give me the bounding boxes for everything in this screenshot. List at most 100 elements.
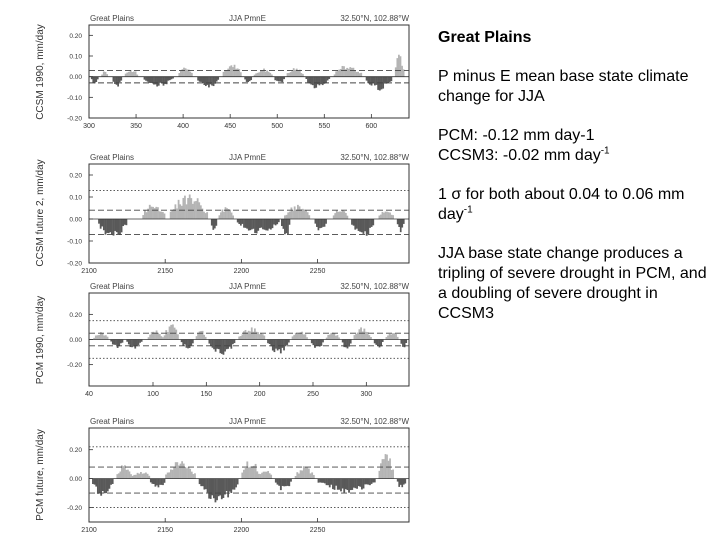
wet-bar (228, 66, 231, 77)
y-axis-label: PCM future, mm/day (35, 429, 46, 521)
wet-bar (142, 215, 145, 219)
dry-bar (352, 219, 355, 226)
dry-bar (367, 478, 370, 485)
wet-bar (143, 210, 146, 219)
dry-bar (143, 76, 146, 80)
wet-bar (358, 73, 361, 77)
wet-bar (181, 461, 184, 479)
dry-bar (357, 478, 360, 487)
dry-bar (252, 219, 255, 229)
wet-bar (136, 472, 139, 479)
wet-bar (390, 470, 393, 479)
notes-conclusion: JJA base state change produces a triplin… (438, 245, 707, 322)
wet-bar (389, 458, 391, 479)
dry-bar (164, 76, 166, 84)
wet-bar (307, 468, 310, 479)
x-tick-label: 500 (271, 123, 283, 130)
dry-bar (204, 76, 207, 87)
dry-bar (373, 76, 376, 86)
wet-bar (196, 198, 199, 219)
dry-bar (243, 219, 245, 228)
wet-bar (189, 71, 192, 77)
dry-bar (112, 76, 115, 82)
dry-bar (336, 478, 339, 490)
ccsm-change-exponent: -1 (600, 145, 610, 157)
dry-bar (161, 76, 163, 84)
wet-bar (258, 334, 261, 340)
wet-bar (193, 201, 196, 219)
dry-bar (159, 76, 162, 83)
dry-bar (114, 76, 116, 84)
wet-bar (345, 213, 347, 219)
dry-bar (349, 339, 352, 344)
wet-bar (398, 54, 400, 77)
dry-bar (281, 76, 284, 83)
dry-bar (372, 76, 375, 84)
wet-bar (121, 465, 123, 479)
wet-bar (344, 69, 347, 77)
dry-bar (398, 478, 401, 487)
dry-bar (289, 478, 292, 482)
dry-bar (227, 339, 230, 349)
wet-bar (291, 71, 294, 77)
dry-bar (284, 339, 287, 347)
wet-bar (188, 194, 191, 219)
wet-bar (243, 331, 245, 340)
wet-bar (254, 463, 257, 479)
panel-location: 32.50°N, 102.88°W (340, 282, 409, 291)
plot-frame (88, 163, 410, 264)
dry-bar (216, 339, 219, 349)
wet-bar (190, 471, 193, 479)
dry-bar (200, 76, 203, 82)
wet-bar (94, 335, 97, 340)
wet-bar (235, 68, 237, 77)
wet-bar (247, 330, 250, 340)
wet-bar (249, 466, 252, 479)
notes-change-values: PCM: -0.12 mm day-1 CCSM3: -0.02 mm day-… (438, 126, 713, 166)
wet-bar (103, 335, 106, 340)
wet-bar (145, 212, 148, 219)
wet-bar (284, 215, 286, 219)
dry-bar (310, 76, 313, 85)
dry-bar (93, 76, 96, 84)
dry-bar (317, 219, 320, 231)
dry-bar (372, 478, 375, 483)
dry-bar (163, 478, 166, 483)
wet-bar (341, 210, 344, 219)
dry-bar (208, 76, 210, 88)
wet-bar (258, 72, 261, 77)
dry-bar (112, 219, 115, 236)
dry-bar (283, 478, 286, 487)
dry-bar (402, 219, 405, 224)
panel-3: Great Plains JJA PmnE 32.50°N, 102.88°W PCM… (35, 282, 410, 398)
dry-bar (277, 76, 280, 82)
wet-bar (154, 332, 156, 340)
wet-bar (259, 70, 262, 77)
dry-bar (213, 219, 216, 229)
dry-bar (341, 478, 344, 489)
dry-bar (157, 76, 160, 86)
dry-bar (364, 219, 366, 232)
wet-bar (190, 72, 193, 77)
wet-bar (160, 336, 163, 340)
panel-1: Great Plains JJA PmnE 32.50°N, 102.88°W CCS… (35, 14, 410, 130)
dry-bar (114, 219, 117, 231)
dry-bar (354, 478, 357, 489)
dry-bar (185, 339, 188, 348)
wet-bar (270, 74, 273, 77)
wet-bar (129, 70, 132, 77)
dry-bar (346, 478, 349, 491)
dry-bar (345, 339, 347, 348)
wet-bar (101, 74, 104, 77)
wet-bar (180, 205, 183, 219)
dry-bar (148, 76, 151, 83)
wet-bar (126, 72, 129, 77)
wet-bar (253, 74, 256, 77)
wet-bar (195, 201, 197, 219)
wet-bar (343, 66, 345, 77)
dry-bar (222, 339, 225, 355)
dry-bar (191, 339, 194, 344)
wet-bar (383, 212, 385, 219)
wet-bar (263, 335, 266, 340)
y-tick-label: 0.00 (69, 74, 82, 81)
